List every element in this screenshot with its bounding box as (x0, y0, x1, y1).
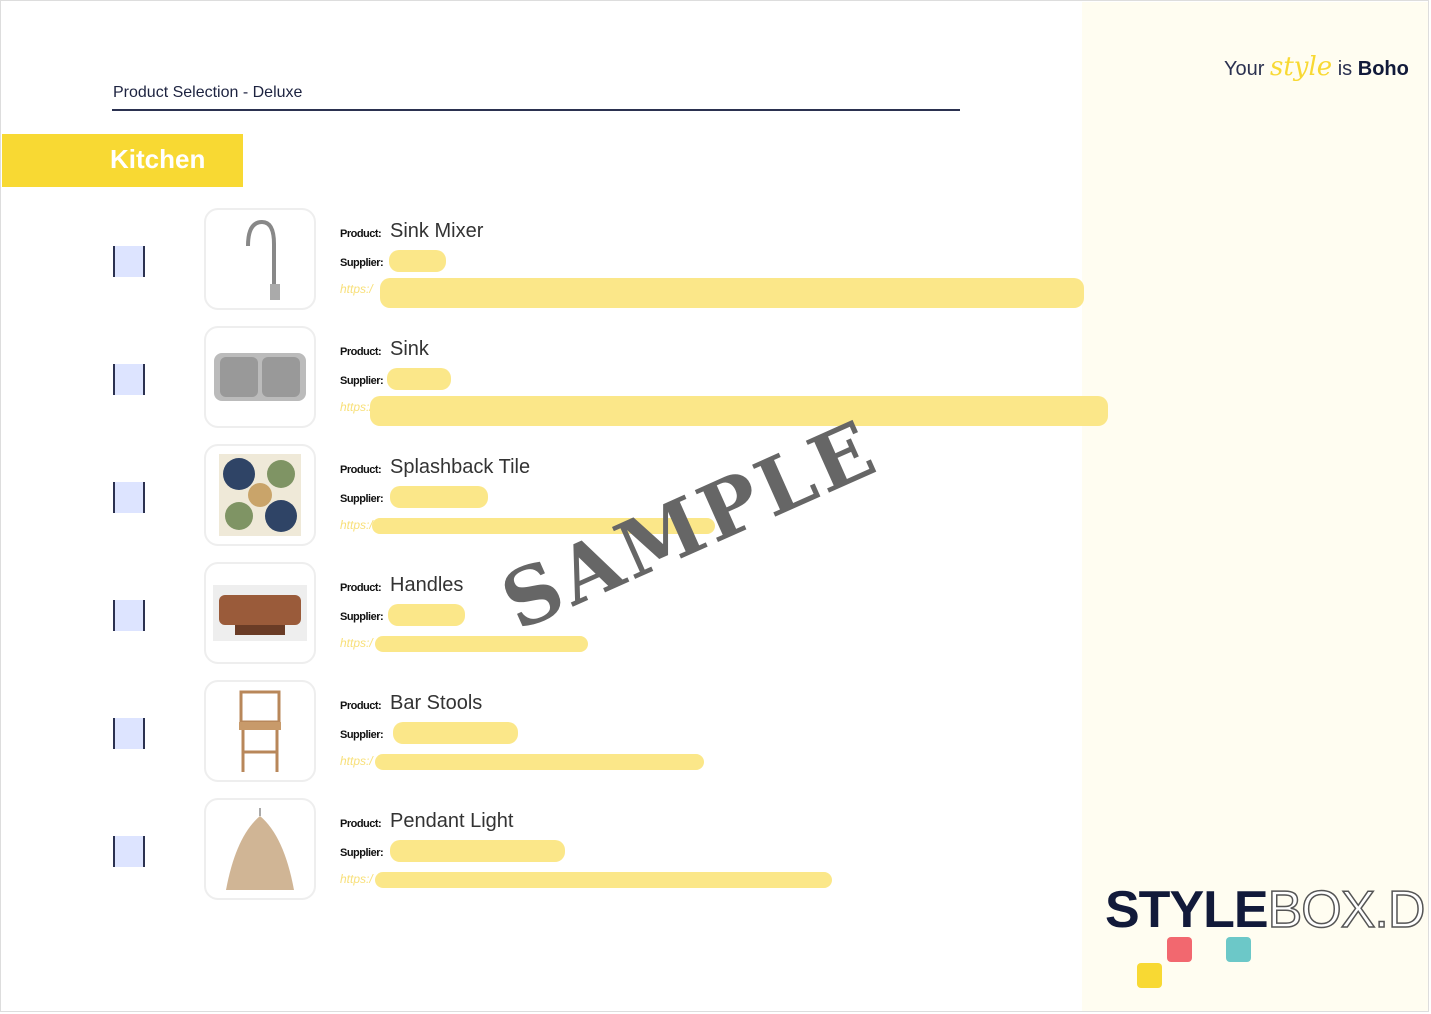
supplier-label: Supplier: (340, 611, 384, 623)
product-checkbox[interactable] (113, 364, 145, 395)
section-banner: Kitchen (2, 134, 243, 187)
product-name: Bar Stools (390, 692, 483, 714)
product-image-patterned-tile (204, 444, 316, 546)
logo-square-coral (1167, 937, 1192, 962)
supplier-label: Supplier: (340, 375, 384, 387)
product-checkbox[interactable] (113, 600, 145, 631)
tagline-prefix: Your (1224, 58, 1265, 80)
product-label: Product: (340, 582, 382, 594)
product-name: Sink (390, 338, 429, 360)
logo-bold: STYLE (1105, 881, 1269, 939)
product-image-faucet (204, 208, 316, 310)
product-name: Splashback Tile (390, 456, 531, 478)
page-title: Product Selection - Deluxe (113, 84, 303, 101)
supplier-label: Supplier: (340, 493, 384, 505)
tagline-script: style (1269, 52, 1333, 82)
title-divider (112, 109, 960, 111)
product-label: Product: (340, 346, 382, 358)
supplier-redaction (389, 250, 446, 272)
url-redaction (380, 278, 1084, 308)
product-url[interactable]: https:/ (340, 754, 373, 768)
product-url[interactable]: https:/ (340, 636, 373, 650)
supplier-redaction (388, 604, 465, 626)
product-image-rattan-pendant (204, 798, 316, 900)
product-label: Product: (340, 464, 382, 476)
logo-square-teal (1226, 937, 1251, 962)
supplier-label: Supplier: (340, 847, 384, 859)
tagline-style: Boho (1357, 58, 1409, 80)
product-url[interactable]: https:/ (340, 518, 373, 532)
product-row: Product: Sink Mixer Supplier: https:/ (0, 208, 1100, 318)
url-redaction (370, 396, 1108, 426)
supplier-label: Supplier: (340, 729, 384, 741)
product-url[interactable]: https:/ (340, 400, 373, 414)
url-redaction (375, 636, 588, 652)
product-row: Product: Handles Supplier: https:/ (0, 562, 1100, 672)
stylebox-logo: STYLEBOX.D (1105, 880, 1427, 940)
product-checkbox[interactable] (113, 246, 145, 277)
product-url[interactable]: https:/ (340, 872, 373, 886)
supplier-redaction (390, 840, 565, 862)
logo-suffix: .D (1374, 880, 1427, 940)
product-image-wood-handle (204, 562, 316, 664)
logo-light: BOX (1267, 880, 1376, 940)
product-label: Product: (340, 228, 382, 240)
product-label: Product: (340, 818, 382, 830)
product-url[interactable]: https:/ (340, 282, 373, 296)
product-image-rattan-stool (204, 680, 316, 782)
url-redaction (375, 872, 832, 888)
product-checkbox[interactable] (113, 482, 145, 513)
product-name: Sink Mixer (390, 220, 484, 242)
tagline: Your style is Boho (1224, 52, 1409, 82)
tagline-mid: is (1337, 58, 1353, 80)
supplier-label: Supplier: (340, 257, 384, 269)
product-name: Handles (390, 574, 464, 596)
supplier-redaction (390, 486, 488, 508)
product-row: Product: Pendant Light Supplier: https:/ (0, 798, 1100, 908)
url-redaction (372, 518, 715, 534)
supplier-redaction (387, 368, 451, 390)
product-row: Product: Splashback Tile Supplier: https… (0, 444, 1100, 554)
product-checkbox[interactable] (113, 836, 145, 867)
url-redaction (375, 754, 704, 770)
logo-square-yellow (1137, 963, 1162, 988)
product-row: Product: Sink Supplier: https:/ (0, 326, 1108, 436)
product-row: Product: Bar Stools Supplier: https:/ (0, 680, 1100, 790)
side-panel (1082, 2, 1428, 1011)
product-label: Product: (340, 700, 382, 712)
product-image-double-sink (204, 326, 316, 428)
product-name: Pendant Light (390, 810, 514, 832)
product-checkbox[interactable] (113, 718, 145, 749)
supplier-redaction (393, 722, 518, 744)
